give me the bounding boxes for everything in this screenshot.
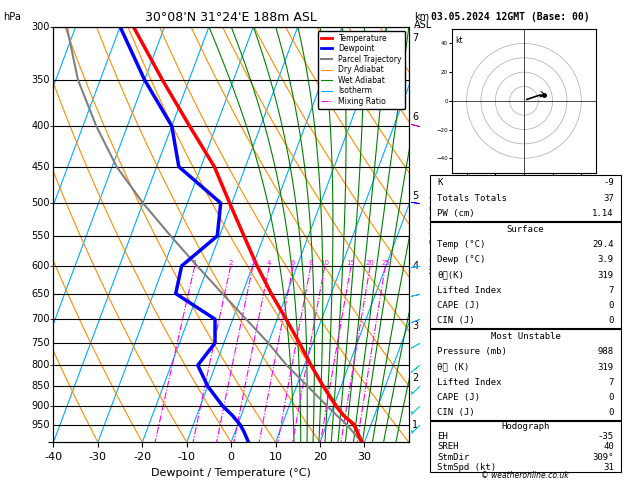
Text: -9: -9 bbox=[603, 178, 614, 187]
Text: Mixing Ratio (g/kg): Mixing Ratio (g/kg) bbox=[430, 195, 439, 274]
Text: CIN (J): CIN (J) bbox=[437, 316, 475, 325]
Text: StmSpd (kt): StmSpd (kt) bbox=[437, 463, 496, 472]
Text: hPa: hPa bbox=[3, 12, 21, 22]
Text: 500: 500 bbox=[31, 198, 50, 208]
Text: 31: 31 bbox=[603, 463, 614, 472]
Text: 2: 2 bbox=[413, 373, 419, 383]
Text: 40: 40 bbox=[603, 442, 614, 451]
Text: 988: 988 bbox=[598, 347, 614, 356]
Text: PW (cm): PW (cm) bbox=[437, 209, 475, 218]
Text: 7: 7 bbox=[608, 286, 614, 295]
Text: 0: 0 bbox=[608, 301, 614, 310]
Text: 3: 3 bbox=[413, 321, 418, 331]
Text: 550: 550 bbox=[31, 231, 50, 241]
Text: 900: 900 bbox=[31, 401, 50, 411]
Title: 30°08'N 31°24'E 188m ASL: 30°08'N 31°24'E 188m ASL bbox=[145, 11, 317, 24]
Text: 20: 20 bbox=[365, 260, 375, 266]
Text: 2: 2 bbox=[228, 260, 233, 266]
Text: 6: 6 bbox=[291, 260, 296, 266]
Text: 7: 7 bbox=[413, 33, 419, 43]
Text: 700: 700 bbox=[31, 314, 50, 324]
Text: 0: 0 bbox=[608, 316, 614, 325]
Text: 29.4: 29.4 bbox=[593, 240, 614, 249]
Text: 25: 25 bbox=[381, 260, 390, 266]
Text: 37: 37 bbox=[603, 193, 614, 203]
Text: 3: 3 bbox=[251, 260, 255, 266]
Text: 1: 1 bbox=[413, 419, 418, 430]
Text: Most Unstable: Most Unstable bbox=[491, 332, 560, 341]
X-axis label: Dewpoint / Temperature (°C): Dewpoint / Temperature (°C) bbox=[151, 468, 311, 478]
Text: 8: 8 bbox=[309, 260, 313, 266]
Text: θᴄ (K): θᴄ (K) bbox=[437, 363, 469, 372]
Text: 3.9: 3.9 bbox=[598, 256, 614, 264]
Text: 10: 10 bbox=[320, 260, 329, 266]
Text: 309°: 309° bbox=[593, 452, 614, 462]
Text: CAPE (J): CAPE (J) bbox=[437, 393, 481, 402]
Text: 0: 0 bbox=[608, 408, 614, 417]
Text: ASL: ASL bbox=[414, 20, 432, 31]
Text: Lifted Index: Lifted Index bbox=[437, 286, 502, 295]
Text: Temp (°C): Temp (°C) bbox=[437, 240, 486, 249]
Text: 1.14: 1.14 bbox=[593, 209, 614, 218]
Text: CIN (J): CIN (J) bbox=[437, 408, 475, 417]
Text: 400: 400 bbox=[31, 121, 50, 131]
Text: 5: 5 bbox=[413, 191, 419, 201]
Text: km: km bbox=[414, 12, 429, 22]
Text: 319: 319 bbox=[598, 271, 614, 279]
Text: SREH: SREH bbox=[437, 442, 459, 451]
Text: 650: 650 bbox=[31, 289, 50, 298]
Text: 0: 0 bbox=[608, 393, 614, 402]
Text: 319: 319 bbox=[598, 363, 614, 372]
Text: 1: 1 bbox=[192, 260, 197, 266]
Text: K: K bbox=[437, 178, 443, 187]
Text: 4: 4 bbox=[267, 260, 272, 266]
Text: kt: kt bbox=[455, 36, 463, 45]
Text: StmDir: StmDir bbox=[437, 452, 469, 462]
Text: 800: 800 bbox=[31, 360, 50, 370]
Text: 15: 15 bbox=[347, 260, 355, 266]
Text: © weatheronline.co.uk: © weatheronline.co.uk bbox=[481, 471, 569, 480]
Text: 4: 4 bbox=[413, 261, 418, 271]
Text: 950: 950 bbox=[31, 419, 50, 430]
Text: Totals Totals: Totals Totals bbox=[437, 193, 507, 203]
Legend: Temperature, Dewpoint, Parcel Trajectory, Dry Adiabat, Wet Adiabat, Isotherm, Mi: Temperature, Dewpoint, Parcel Trajectory… bbox=[318, 31, 405, 109]
Text: 350: 350 bbox=[31, 75, 50, 85]
Text: CAPE (J): CAPE (J) bbox=[437, 301, 481, 310]
Text: Pressure (mb): Pressure (mb) bbox=[437, 347, 507, 356]
Text: 450: 450 bbox=[31, 162, 50, 172]
Text: 750: 750 bbox=[31, 338, 50, 348]
Text: 300: 300 bbox=[31, 22, 50, 32]
Text: Surface: Surface bbox=[507, 225, 544, 234]
Text: -35: -35 bbox=[598, 432, 614, 441]
Text: Dewp (°C): Dewp (°C) bbox=[437, 256, 486, 264]
Text: Hodograph: Hodograph bbox=[501, 422, 550, 431]
Text: EH: EH bbox=[437, 432, 448, 441]
Text: Lifted Index: Lifted Index bbox=[437, 378, 502, 387]
Text: 7: 7 bbox=[608, 378, 614, 387]
Text: 03.05.2024 12GMT (Base: 00): 03.05.2024 12GMT (Base: 00) bbox=[431, 12, 589, 22]
Text: 600: 600 bbox=[31, 261, 50, 271]
Text: 850: 850 bbox=[31, 381, 50, 391]
Text: 6: 6 bbox=[413, 112, 418, 122]
Text: θᴄ(K): θᴄ(K) bbox=[437, 271, 464, 279]
